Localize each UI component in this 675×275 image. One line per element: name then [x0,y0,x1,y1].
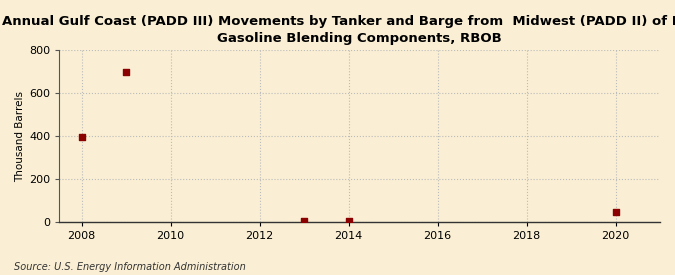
Text: Source: U.S. Energy Information Administration: Source: U.S. Energy Information Administ… [14,262,245,272]
Point [343,219,354,224]
Y-axis label: Thousand Barrels: Thousand Barrels [15,90,25,182]
Point [298,219,309,224]
Point [610,210,621,214]
Title: Annual Gulf Coast (PADD III) Movements by Tanker and Barge from  Midwest (PADD I: Annual Gulf Coast (PADD III) Movements b… [3,15,675,45]
Point [76,135,87,139]
Point [121,70,132,74]
